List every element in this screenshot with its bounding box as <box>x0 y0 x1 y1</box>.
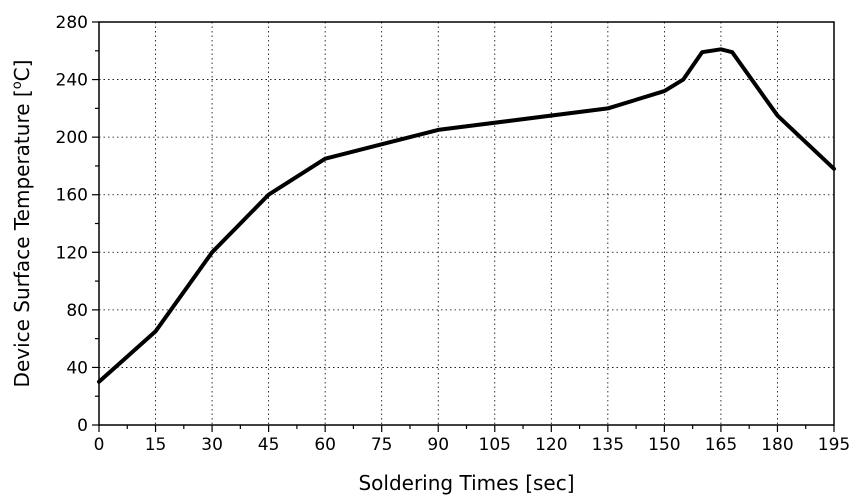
y-axis-title-main: Device Surface Temperature [ <box>10 89 34 387</box>
plot-area-frame <box>98 21 835 426</box>
y-tick-label: 240 <box>56 71 88 91</box>
x-tick-label: 165 <box>705 435 737 455</box>
axis-ticks <box>92 21 835 432</box>
y-axis-title-degree: o <box>10 81 25 89</box>
x-tick-label: 60 <box>314 435 336 455</box>
x-axis-tick-labels: 0 15 30 45 60 75 90 105 120 135 150 165 180 195 <box>94 435 851 455</box>
grid-lines <box>99 22 834 425</box>
x-tick-label: 30 <box>201 435 223 455</box>
x-tick-label: 120 <box>535 435 567 455</box>
y-tick-label: 120 <box>56 243 88 263</box>
x-tick-label: 0 <box>94 435 105 455</box>
x-tick-label: 15 <box>145 435 167 455</box>
y-tick-label: 160 <box>56 186 88 206</box>
x-tick-label: 135 <box>592 435 624 455</box>
y-tick-label: 80 <box>66 301 88 321</box>
x-tick-label: 180 <box>761 435 793 455</box>
series-line-temperature <box>97 47 836 384</box>
y-tick-label: 280 <box>56 13 88 33</box>
x-tick-label: 150 <box>648 435 680 455</box>
y-axis-title: Device Surface Temperature [oC] <box>10 60 34 388</box>
x-tick-label: 90 <box>427 435 449 455</box>
x-tick-label: 75 <box>371 435 393 455</box>
x-axis-title: Soldering Times [sec] <box>358 471 574 495</box>
x-tick-label: 195 <box>818 435 850 455</box>
x-tick-label: 45 <box>258 435 280 455</box>
y-tick-label: 40 <box>66 358 88 378</box>
y-axis-tick-labels: 0 40 80 120 160 200 240 280 <box>56 13 88 436</box>
y-tick-label: 0 <box>77 416 88 436</box>
y-tick-label: 200 <box>56 128 88 148</box>
x-tick-label: 105 <box>479 435 511 455</box>
y-axis-title-unit: C] <box>10 60 34 82</box>
